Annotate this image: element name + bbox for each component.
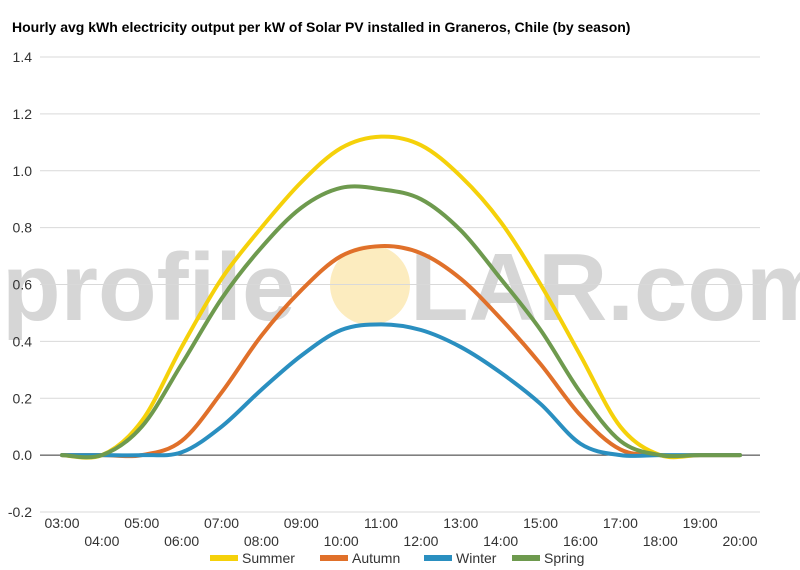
- chart-title: Hourly avg kWh electricity output per kW…: [12, 19, 631, 35]
- x-tick-label: 05:00: [124, 515, 159, 531]
- x-tick-label: 07:00: [204, 515, 239, 531]
- x-tick-label: 12:00: [403, 533, 438, 549]
- legend-swatch-winter: [424, 555, 452, 561]
- y-tick-label: 0.8: [13, 220, 33, 236]
- x-tick-label: 08:00: [244, 533, 279, 549]
- legend-swatch-spring: [512, 555, 540, 561]
- legend-label-spring: Spring: [544, 550, 584, 566]
- x-tick-label: 19:00: [683, 515, 718, 531]
- watermark-text-right: LAR.com: [410, 234, 800, 341]
- y-tick-label: -0.2: [8, 504, 32, 520]
- legend-label-summer: Summer: [242, 550, 295, 566]
- watermark-text-left: profile: [2, 234, 295, 341]
- legend-label-autumn: Autumn: [352, 550, 400, 566]
- y-tick-label: 0.0: [13, 447, 33, 463]
- x-tick-label: 15:00: [523, 515, 558, 531]
- legend-swatch-summer: [210, 555, 238, 561]
- series-line-winter: [60, 322, 742, 458]
- x-tick-label: 04:00: [84, 533, 119, 549]
- x-tick-label: 10:00: [324, 533, 359, 549]
- x-tick-label: 20:00: [722, 533, 757, 549]
- x-tick-label: 14:00: [483, 533, 518, 549]
- x-tick-label: 03:00: [44, 515, 79, 531]
- x-tick-label: 13:00: [443, 515, 478, 531]
- y-tick-label: 1.4: [13, 49, 33, 65]
- y-tick-label: 0.4: [13, 333, 33, 349]
- x-tick-label: 17:00: [603, 515, 638, 531]
- y-tick-label: 1.2: [13, 106, 33, 122]
- x-tick-label: 06:00: [164, 533, 199, 549]
- series-line-summer: [60, 134, 742, 460]
- series-line-autumn: [60, 244, 742, 459]
- legend-swatch-autumn: [320, 555, 348, 561]
- series-line-spring: [60, 184, 742, 460]
- y-tick-label: 1.0: [13, 163, 33, 179]
- x-tick-label: 09:00: [284, 515, 319, 531]
- y-tick-label: 0.6: [13, 277, 33, 293]
- y-tick-label: 0.2: [13, 390, 33, 406]
- x-tick-label: 11:00: [364, 515, 398, 531]
- x-tick-label: 18:00: [643, 533, 678, 549]
- x-tick-label: 16:00: [563, 533, 598, 549]
- legend-label-winter: Winter: [456, 550, 497, 566]
